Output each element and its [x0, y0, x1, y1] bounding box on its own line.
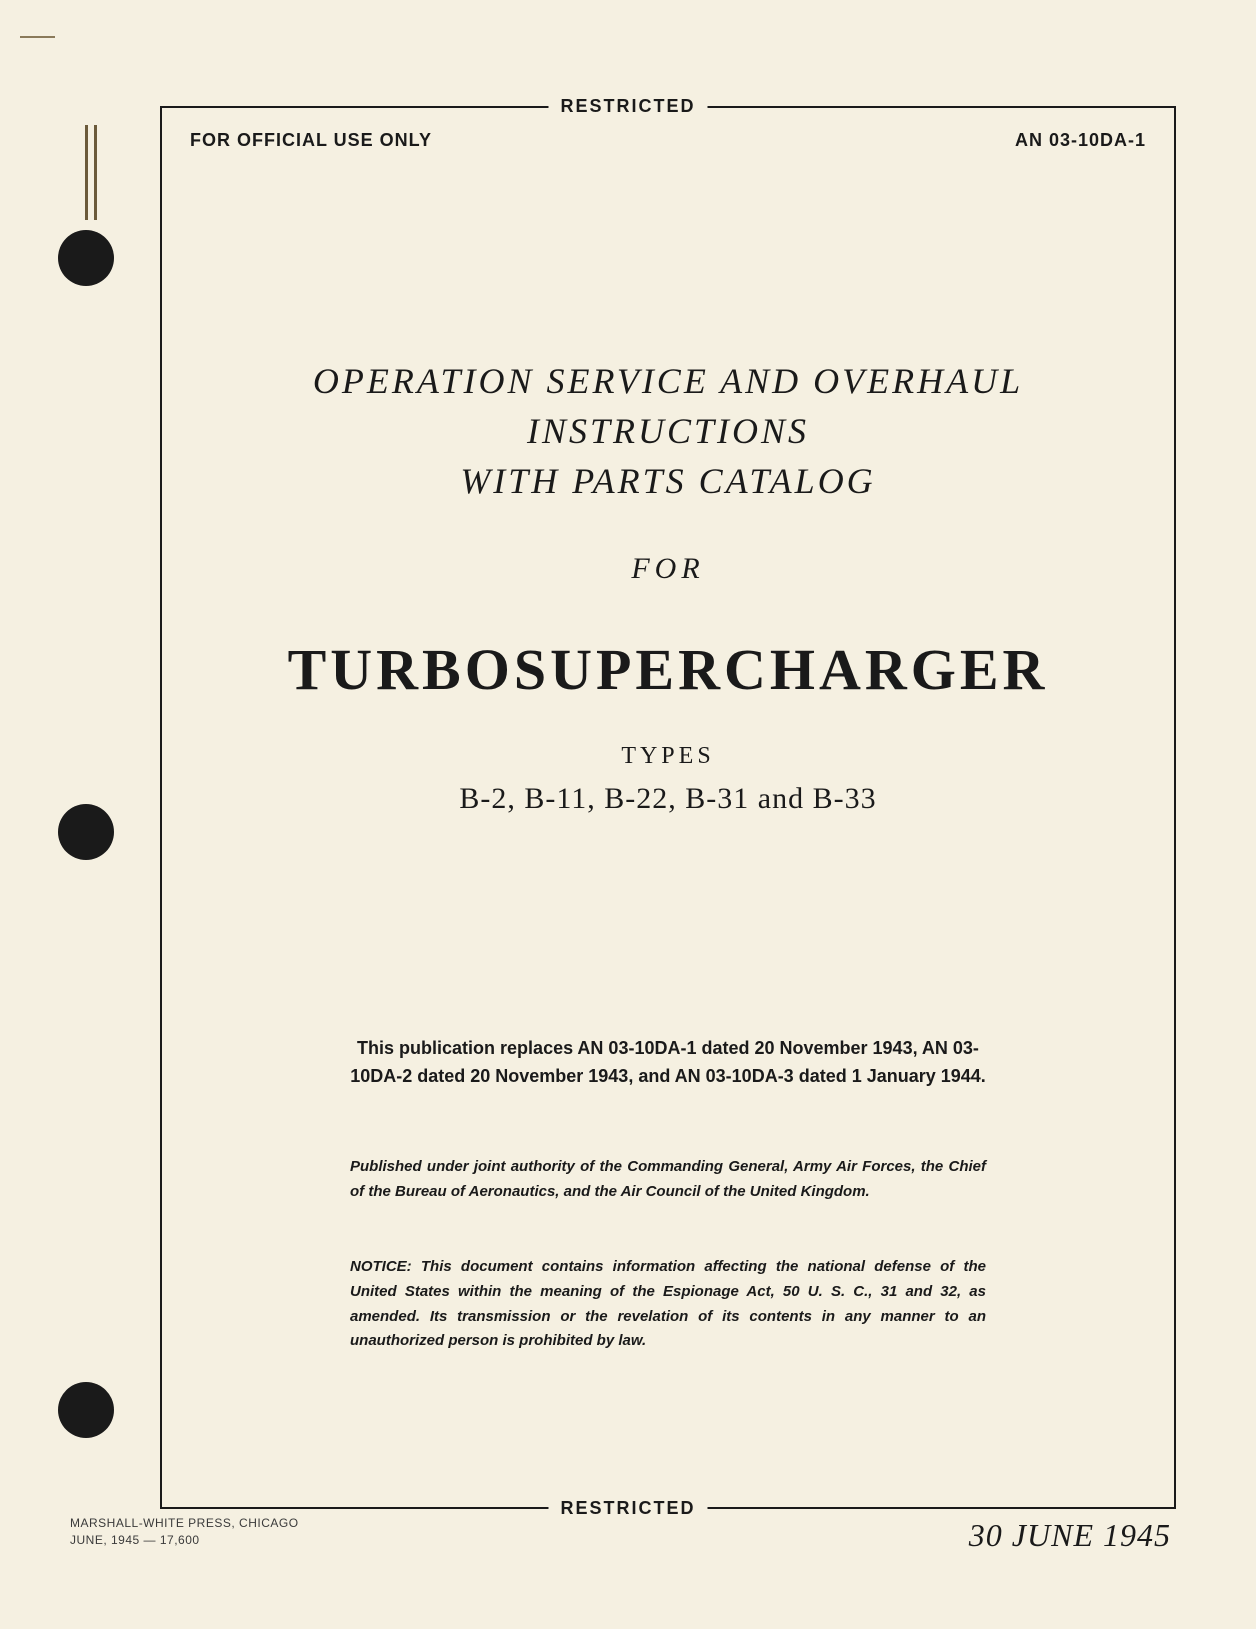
classification-top: RESTRICTED: [548, 96, 707, 117]
main-title: TURBOSUPERCHARGER: [160, 636, 1176, 703]
notice-block: NOTICE: This document contains informati…: [350, 1255, 986, 1354]
punch-hole-icon: [58, 804, 114, 860]
types-list: B-2, B-11, B-22, B-31 and B-33: [160, 782, 1176, 816]
for-text: FOR: [160, 552, 1176, 586]
punch-hole-icon: [58, 230, 114, 286]
corner-mark: [20, 28, 55, 38]
authority-block: Published under joint authority of the C…: [350, 1155, 986, 1205]
publication-date: 30 JUNE 1945: [969, 1517, 1171, 1554]
official-use-label: FOR OFFICIAL USE ONLY: [190, 130, 432, 151]
printer-date: JUNE, 1945 — 17,600: [70, 1532, 299, 1549]
document-page: RESTRICTED FOR OFFICIAL USE ONLY AN 03-1…: [0, 0, 1256, 1629]
header-row: FOR OFFICIAL USE ONLY AN 03-10DA-1: [190, 130, 1146, 151]
title-line-1: OPERATION SERVICE AND OVERHAUL: [160, 360, 1176, 402]
types-label: TYPES: [160, 743, 1176, 770]
staple-mark: [85, 125, 97, 220]
printer-info: MARSHALL-WHITE PRESS, CHICAGO JUNE, 1945…: [70, 1515, 299, 1549]
title-line-2: INSTRUCTIONS: [160, 410, 1176, 452]
classification-bottom: RESTRICTED: [548, 1498, 707, 1519]
title-line-3: WITH PARTS CATALOG: [160, 460, 1176, 502]
printer-name: MARSHALL-WHITE PRESS, CHICAGO: [70, 1515, 299, 1532]
punch-hole-icon: [58, 1382, 114, 1438]
main-content: OPERATION SERVICE AND OVERHAUL INSTRUCTI…: [160, 360, 1176, 816]
replaces-block: This publication replaces AN 03-10DA-1 d…: [350, 1035, 986, 1091]
document-number: AN 03-10DA-1: [1015, 130, 1146, 151]
